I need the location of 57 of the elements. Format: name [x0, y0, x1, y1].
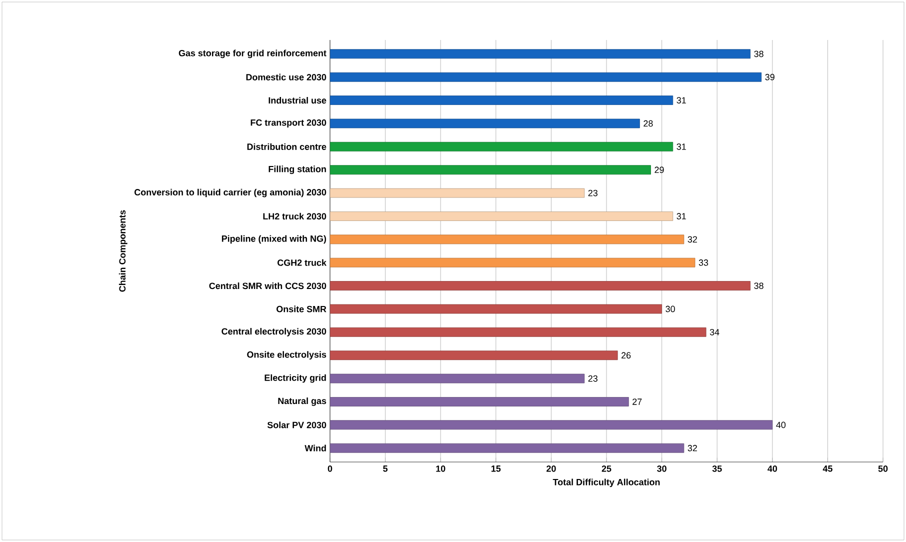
y-tick-label: Electricity grid: [264, 374, 326, 383]
x-tick-label: 50: [878, 466, 888, 472]
y-tick-label: Onsite SMR: [276, 306, 326, 312]
data-label: 23: [588, 190, 598, 196]
data-label: 38: [754, 282, 764, 289]
bar: [330, 72, 762, 82]
data-label: 34: [710, 328, 720, 336]
y-tick-label: Distribution centre: [247, 143, 326, 150]
x-tick-label: 35: [712, 466, 722, 472]
x-tick-label: 45: [822, 466, 832, 472]
x-tick-label: 15: [491, 466, 501, 472]
data-label: 40: [776, 422, 786, 428]
data-label: 32: [688, 236, 697, 243]
y-tick-label: Gas storage for grid reinforcement: [178, 50, 326, 58]
data-label: 28: [644, 120, 653, 127]
bar: [330, 420, 773, 430]
x-tick-label: 10: [436, 466, 446, 472]
y-tick-label: Pipeline (mixed with NG): [222, 235, 326, 244]
y-tick-label: Natural gas: [278, 398, 326, 406]
x-tick-label: 25: [602, 466, 612, 472]
y-tick-label: FC transport 2030: [250, 119, 326, 128]
x-tick-label: 40: [768, 466, 778, 472]
bar: [330, 188, 585, 198]
x-tick-label: 5: [383, 466, 388, 472]
y-axis-title: Chain Components: [118, 210, 128, 292]
x-tick-label: 30: [657, 466, 666, 472]
data-label: 27: [632, 398, 642, 405]
data-label: 26: [622, 352, 631, 359]
y-tick-label: Industrial use: [268, 96, 326, 104]
y-tick-label: Central SMR with CCS 2030: [209, 282, 326, 290]
x-axis-title: Total Difficulty Allocation: [552, 478, 660, 488]
data-label: 30: [666, 306, 675, 312]
data-label: 32: [688, 444, 697, 452]
bar: [330, 281, 750, 290]
bar: [330, 397, 629, 406]
data-label: 29: [654, 166, 664, 174]
data-label: 31: [676, 143, 686, 150]
y-tick-label: Filling station: [268, 166, 326, 174]
y-tick-label: Domestic use 2030: [246, 74, 326, 80]
y-tick-label: Conversion to liquid carrier (eg amonia) 2030: [134, 188, 326, 198]
x-tick-label: 0: [328, 466, 332, 472]
data-label: 31: [676, 213, 686, 220]
data-label: 39: [765, 74, 774, 80]
x-tick-label: 20: [546, 466, 556, 472]
y-tick-label: LH2 truck 2030: [263, 212, 326, 220]
y-tick-label: Onsite electrolysis: [247, 351, 326, 360]
y-tick-label: CGH2 truck: [278, 259, 326, 266]
data-label: 31: [676, 97, 686, 104]
bar: [330, 165, 651, 175]
bar: [330, 49, 750, 59]
y-tick-label: Solar PV 2030: [267, 422, 326, 428]
bar: [330, 327, 706, 337]
y-tick-label: Central electrolysis 2030: [222, 328, 326, 336]
data-label: 38: [754, 50, 764, 58]
y-tick-label: Wind: [304, 444, 326, 452]
data-label: 33: [698, 259, 708, 266]
data-label: 23: [588, 375, 598, 382]
